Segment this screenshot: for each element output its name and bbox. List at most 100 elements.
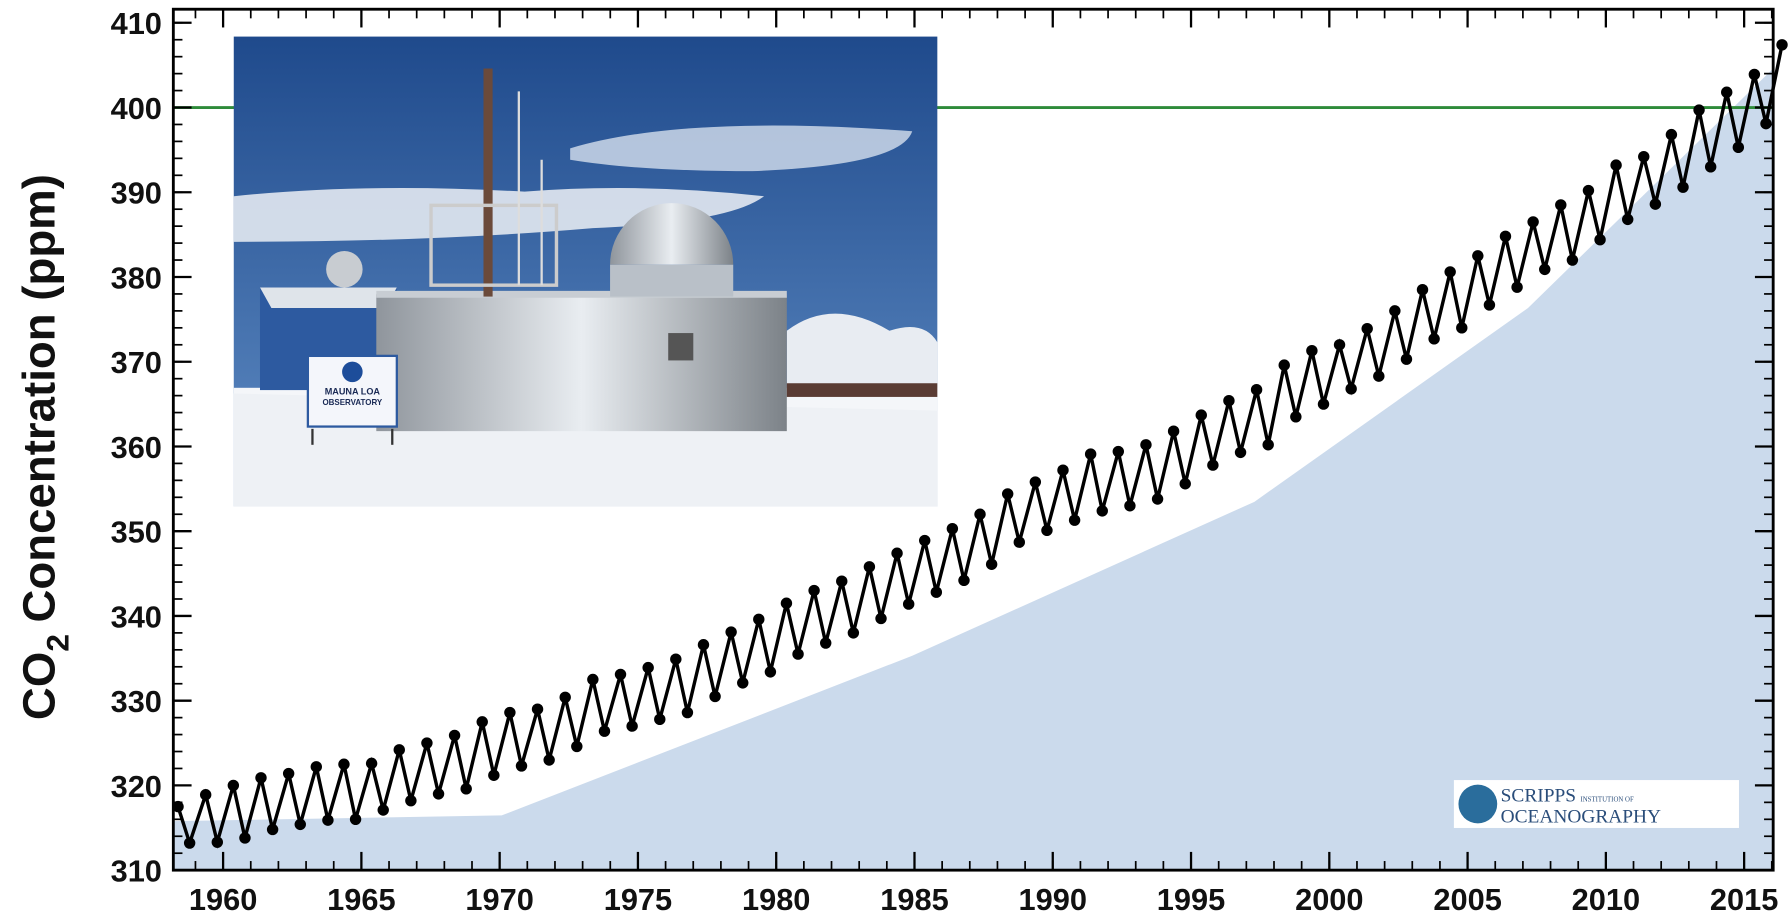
data-point <box>1333 339 1346 351</box>
data-point <box>1594 234 1606 246</box>
data-point <box>1250 383 1263 396</box>
data-point <box>1677 181 1689 193</box>
data-point <box>1223 395 1235 407</box>
x-tick-label: 1980 <box>742 882 810 917</box>
logo-text: OCEANOGRAPHY <box>1501 806 1661 827</box>
data-point <box>1555 199 1567 211</box>
x-tick-label: 1960 <box>189 882 257 917</box>
data-point <box>559 691 571 703</box>
x-tick-label: 2015 <box>1710 882 1778 917</box>
data-point <box>1345 383 1357 395</box>
data-point <box>515 760 528 772</box>
data-point <box>1638 150 1650 163</box>
data-point <box>1511 281 1523 293</box>
data-point <box>847 627 860 639</box>
data-point <box>1539 263 1551 276</box>
data-point <box>349 813 362 826</box>
data-point <box>322 814 334 826</box>
data-point <box>1041 524 1053 537</box>
data-point <box>836 575 848 587</box>
data-point <box>1140 439 1152 451</box>
data-point <box>1151 493 1164 505</box>
data-point <box>1428 333 1440 345</box>
data-point <box>1389 305 1401 317</box>
x-tick-label: 2010 <box>1572 882 1640 917</box>
data-point <box>476 716 488 728</box>
data-point <box>1732 141 1745 154</box>
data-point <box>1195 409 1207 421</box>
data-point <box>958 574 970 587</box>
data-point <box>946 522 959 535</box>
data-point <box>1317 398 1330 410</box>
data-point <box>460 783 472 795</box>
data-point <box>875 612 887 625</box>
data-point <box>405 794 417 807</box>
data-point <box>294 818 306 831</box>
data-point <box>1610 159 1622 171</box>
data-point <box>393 744 405 756</box>
data-point <box>1234 446 1247 459</box>
data-point <box>974 508 986 520</box>
y-tick-label: 320 <box>111 769 162 804</box>
data-point <box>266 823 279 836</box>
x-tick-label: 1985 <box>880 882 948 917</box>
data-point <box>1361 322 1373 335</box>
data-point <box>239 832 251 844</box>
data-point <box>1400 353 1413 365</box>
data-point <box>1721 86 1733 98</box>
y-tick-label: 330 <box>111 684 162 719</box>
data-point <box>211 836 223 848</box>
data-point <box>1207 459 1219 471</box>
data-point <box>1262 439 1274 451</box>
data-point <box>614 668 627 681</box>
data-point <box>792 648 804 660</box>
data-point <box>365 757 378 770</box>
data-point <box>1566 254 1579 266</box>
y-tick-label: 350 <box>111 515 162 550</box>
sign-text: OBSERVATORY <box>322 398 382 407</box>
data-point <box>930 586 943 598</box>
data-point <box>670 653 682 665</box>
y-label-subscript: 2 <box>39 634 75 652</box>
data-point <box>1665 128 1678 141</box>
data-point <box>504 706 516 719</box>
data-point <box>1483 299 1496 311</box>
data-point <box>598 725 611 737</box>
y-tick-label: 390 <box>111 176 162 211</box>
data-point <box>902 598 915 610</box>
data-point <box>681 706 694 719</box>
data-point <box>1499 230 1512 243</box>
data-point <box>1306 345 1318 357</box>
data-point <box>1096 505 1108 517</box>
x-tick-label: 1995 <box>1157 882 1225 917</box>
data-point <box>282 767 295 780</box>
data-point <box>820 637 832 649</box>
data-point <box>1029 476 1042 488</box>
data-point <box>1290 411 1302 423</box>
data-point <box>1444 266 1456 278</box>
data-point <box>1582 184 1595 197</box>
data-point <box>737 677 749 689</box>
data-point <box>1167 425 1180 437</box>
data-point <box>421 737 433 749</box>
y-tick-label: 370 <box>111 345 162 380</box>
data-point <box>1472 250 1484 262</box>
logo: SCRIPPS INSTITUTION OF OCEANOGRAPHY <box>1453 780 1739 828</box>
data-point <box>1278 359 1290 371</box>
data-point <box>709 690 721 703</box>
data-point <box>1057 464 1069 476</box>
plot-frame <box>171 7 1775 872</box>
data-point <box>448 729 461 742</box>
x-tick-label: 1965 <box>327 882 395 917</box>
data-point <box>227 779 240 792</box>
x-tick-label: 2005 <box>1433 882 1501 917</box>
data-point <box>1068 514 1081 526</box>
data-point <box>199 789 212 801</box>
logo-text: INSTITUTION OF <box>1580 797 1633 804</box>
y-axis-label: CO2 Concentration (ppm) <box>14 174 76 720</box>
y-tick-label: 360 <box>111 430 162 465</box>
data-point <box>1748 68 1761 81</box>
data-point <box>587 673 599 686</box>
data-point <box>172 800 184 813</box>
